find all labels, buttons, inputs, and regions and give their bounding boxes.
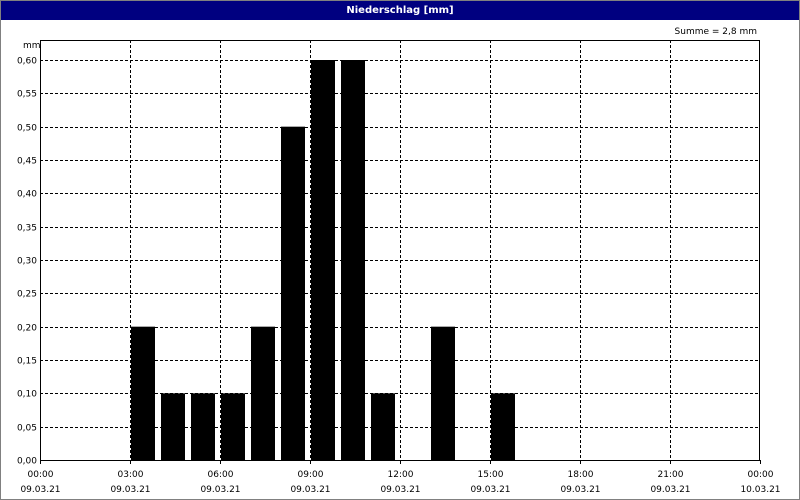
window-title: Niederschlag [mm] <box>1 1 799 20</box>
x-tick-label-time: 15:00 <box>478 470 504 480</box>
x-tick-label-time: 06:00 <box>208 470 234 480</box>
y-tick-label: 0,60 <box>17 57 37 67</box>
x-tick-label-date: 09.03.21 <box>200 485 240 495</box>
precipitation-bar <box>491 393 515 460</box>
y-tick-label: 0,35 <box>17 224 37 234</box>
x-tick-label-time: 12:00 <box>388 470 414 480</box>
x-tick-label-date: 09.03.21 <box>110 485 150 495</box>
y-tick-label: 0,15 <box>17 357 37 367</box>
precipitation-bar <box>221 393 245 460</box>
x-tick-label-time: 00:00 <box>28 470 54 480</box>
precipitation-bar <box>251 326 275 460</box>
y-tick-label: 0,40 <box>17 190 37 200</box>
precipitation-bar <box>191 393 215 460</box>
x-tick-label-time: 00:00 <box>748 470 774 480</box>
y-tick-label: 0,55 <box>17 90 37 100</box>
y-tick-label: 0,20 <box>17 324 37 334</box>
x-axis-tick-labels: 00:00 09.03.21 03:00 09.03.21 06:00 09.03.21 0… <box>20 470 780 495</box>
y-tick-label: 0,05 <box>17 424 37 434</box>
x-tick-label-date: 09.03.21 <box>380 485 420 495</box>
precipitation-bar <box>431 326 455 460</box>
y-axis-tick-labels: 0,00 0,05 0,10 0,15 0,20 0,25 0,30 0,35 0,40 0,45… <box>17 57 37 467</box>
precipitation-bar <box>311 60 335 460</box>
sum-label: Summe = 2,8 mm <box>674 27 757 37</box>
x-tick-label-date: 10.03.21 <box>740 485 780 495</box>
y-tick-label: 0,25 <box>17 290 37 300</box>
precipitation-bar <box>131 326 155 460</box>
precipitation-bar <box>161 393 185 460</box>
x-tick-label-date: 09.03.21 <box>290 485 330 495</box>
precipitation-bar <box>371 393 395 460</box>
x-tick-label-date: 09.03.21 <box>560 485 600 495</box>
precipitation-bar <box>281 126 305 461</box>
grid-lines <box>40 40 760 460</box>
y-tick-label: 0,50 <box>17 124 37 134</box>
bar-series <box>131 60 515 461</box>
y-axis-unit-label: mm <box>23 41 41 51</box>
y-tick-label: 0,30 <box>17 257 37 267</box>
x-tick-label-time: 09:00 <box>298 470 324 480</box>
y-tick-label: 0,45 <box>17 157 37 167</box>
x-tick-label-time: 21:00 <box>658 470 684 480</box>
x-tick-label-date: 09.03.21 <box>470 485 510 495</box>
plot-border <box>40 40 760 461</box>
precipitation-bar <box>341 60 365 460</box>
x-tick-label-time: 18:00 <box>568 470 594 480</box>
x-tick-label-time: 03:00 <box>118 470 144 480</box>
x-tick-label-date: 09.03.21 <box>20 485 60 495</box>
axes <box>40 40 761 464</box>
x-tick-label-date: 09.03.21 <box>650 485 690 495</box>
y-tick-label: 0,00 <box>17 457 37 467</box>
y-tick-label: 0,10 <box>17 390 37 400</box>
